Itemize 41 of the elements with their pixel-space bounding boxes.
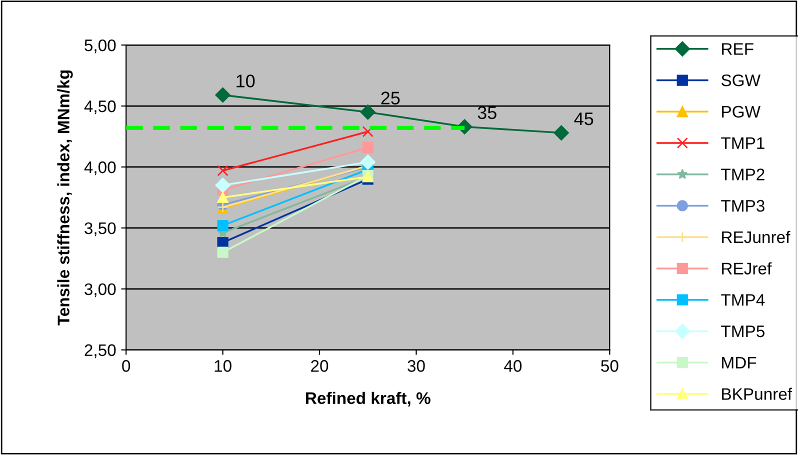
x-tick-label: 50: [601, 360, 618, 372]
annotation: 25: [381, 92, 400, 104]
x-tick-label: 30: [408, 360, 425, 372]
x-tick-label: 0: [122, 360, 130, 372]
x-tick-label: 20: [311, 360, 328, 372]
point: [217, 165, 228, 176]
point: [360, 104, 376, 120]
annotation: 35: [478, 106, 496, 120]
y-tick-label: 3,00: [84, 283, 116, 298]
legend-label: REF: [722, 43, 754, 55]
annotation: 45: [574, 112, 594, 126]
legend-label: SGW: [721, 74, 760, 86]
point: [215, 87, 230, 103]
y-axis-title: Tensile stiffness, index, MNm/kg: [57, 70, 73, 326]
point: [217, 220, 228, 232]
point: [217, 192, 228, 204]
y-tick-label: 5,00: [84, 39, 116, 54]
y-tick-label: 3,50: [84, 222, 116, 236]
legend-label: TMP4: [721, 294, 765, 306]
y-tick-label: 2,50: [84, 344, 116, 358]
legend-label: TMP5: [721, 326, 764, 338]
annotation: 10: [236, 74, 255, 88]
legend-label: PGW: [722, 106, 760, 118]
x-axis-title: Refined kraft, %: [306, 392, 430, 406]
point: [215, 178, 230, 193]
y-tick-label: 4,50: [84, 100, 116, 114]
x-tick-label: 40: [504, 360, 522, 372]
legend-label: BKPunref: [722, 388, 792, 400]
legend-label: MDF: [722, 356, 756, 368]
legend-label: REJunref: [722, 230, 790, 244]
point: [217, 237, 228, 248]
point: [362, 142, 374, 154]
legend-label: TMP2: [721, 168, 764, 180]
point: [554, 125, 569, 140]
y-tick-label: 4,00: [84, 161, 116, 176]
legend-label: TMP3: [721, 200, 764, 212]
point: [217, 246, 228, 258]
legend-label: REJref: [722, 262, 772, 274]
x-tick-label: 10: [214, 360, 232, 372]
legend-label: TMP1: [721, 137, 764, 149]
point: [360, 154, 376, 170]
